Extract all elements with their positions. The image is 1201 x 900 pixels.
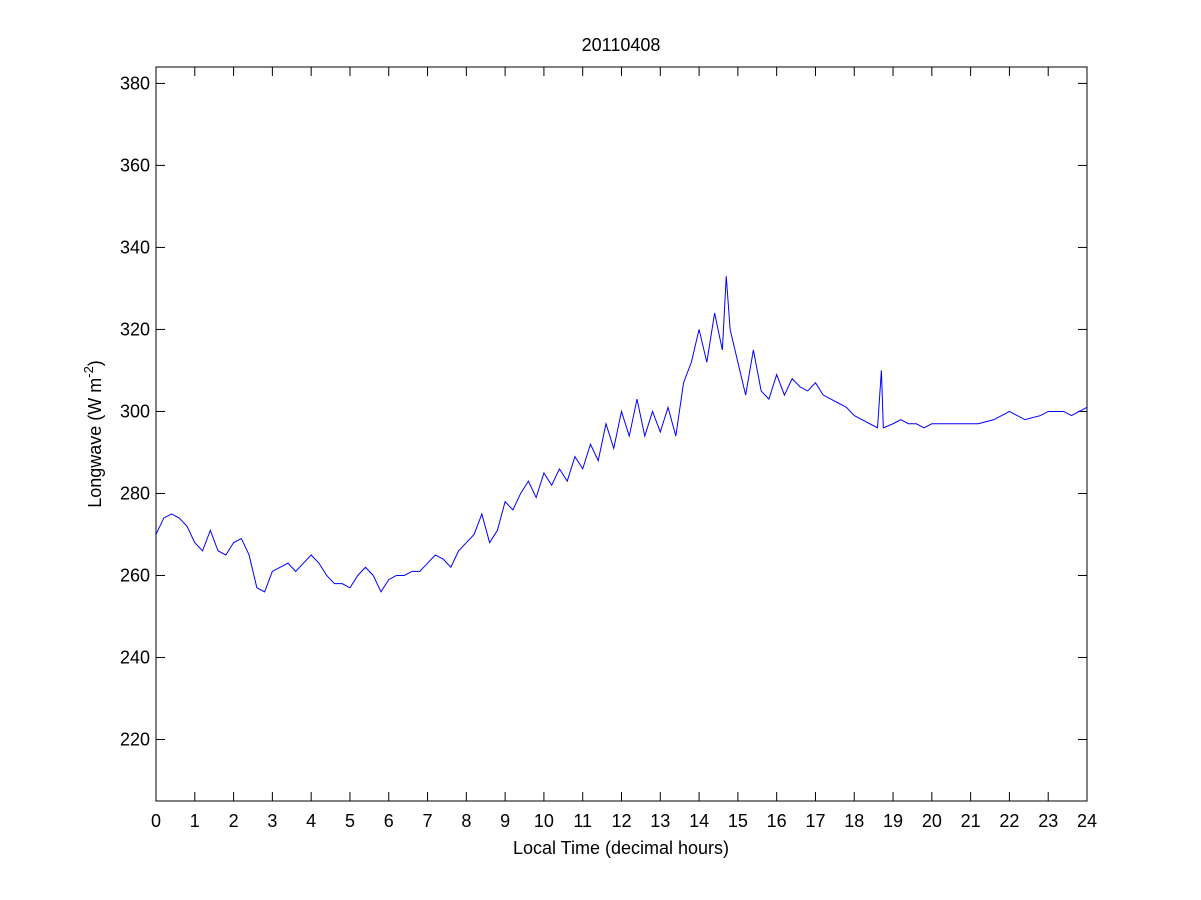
x-tick-label: 5 (345, 811, 355, 831)
y-tick-label: 300 (120, 401, 150, 421)
y-tick-label: 320 (120, 319, 150, 339)
plot-frame (155, 66, 1088, 802)
y-tick-label: 340 (120, 237, 150, 257)
x-tick-label: 1 (190, 811, 200, 831)
x-tick-label: 7 (423, 811, 433, 831)
x-tick-label: 15 (728, 811, 748, 831)
y-tick-label: 260 (120, 565, 150, 585)
x-tick-label: 0 (151, 811, 161, 831)
x-tick-label: 18 (844, 811, 864, 831)
x-tick-label: 24 (1077, 811, 1097, 831)
x-tick-label: 12 (611, 811, 631, 831)
x-tick-label: 9 (500, 811, 510, 831)
x-tick-label: 8 (461, 811, 471, 831)
chart-title: 20110408 (582, 35, 661, 55)
x-tick-label: 19 (883, 811, 903, 831)
y-label-text: Longwave (W m (85, 378, 105, 508)
x-tick-label: 17 (805, 811, 825, 831)
x-tick-label: 13 (650, 811, 670, 831)
x-tick-label: 22 (999, 811, 1019, 831)
x-axis-label: Local Time (decimal hours) (513, 838, 729, 858)
x-tick-label: 20 (922, 811, 942, 831)
x-tick-label: 16 (767, 811, 787, 831)
y-tick-label: 280 (120, 483, 150, 503)
y-tick-label: 240 (120, 647, 150, 667)
x-tick-label: 14 (689, 811, 709, 831)
x-tick-label: 4 (306, 811, 316, 831)
y-tick-label: 360 (120, 155, 150, 175)
y-label-end: ) (85, 360, 105, 366)
y-tick-label: 220 (120, 729, 150, 749)
y-axis-label: Longwave (W m-2) (81, 360, 105, 508)
x-tick-label: 6 (384, 811, 394, 831)
data-line (155, 276, 1088, 593)
x-tick-label: 3 (267, 811, 277, 831)
y-label-sup: -2 (81, 366, 96, 378)
x-tick-label: 11 (573, 811, 592, 831)
x-tick-label: 21 (961, 811, 981, 831)
x-tick-label: 2 (229, 811, 239, 831)
y-tick-label: 380 (120, 73, 150, 93)
x-tick-label: 23 (1038, 811, 1058, 831)
x-tick-label: 10 (534, 811, 554, 831)
